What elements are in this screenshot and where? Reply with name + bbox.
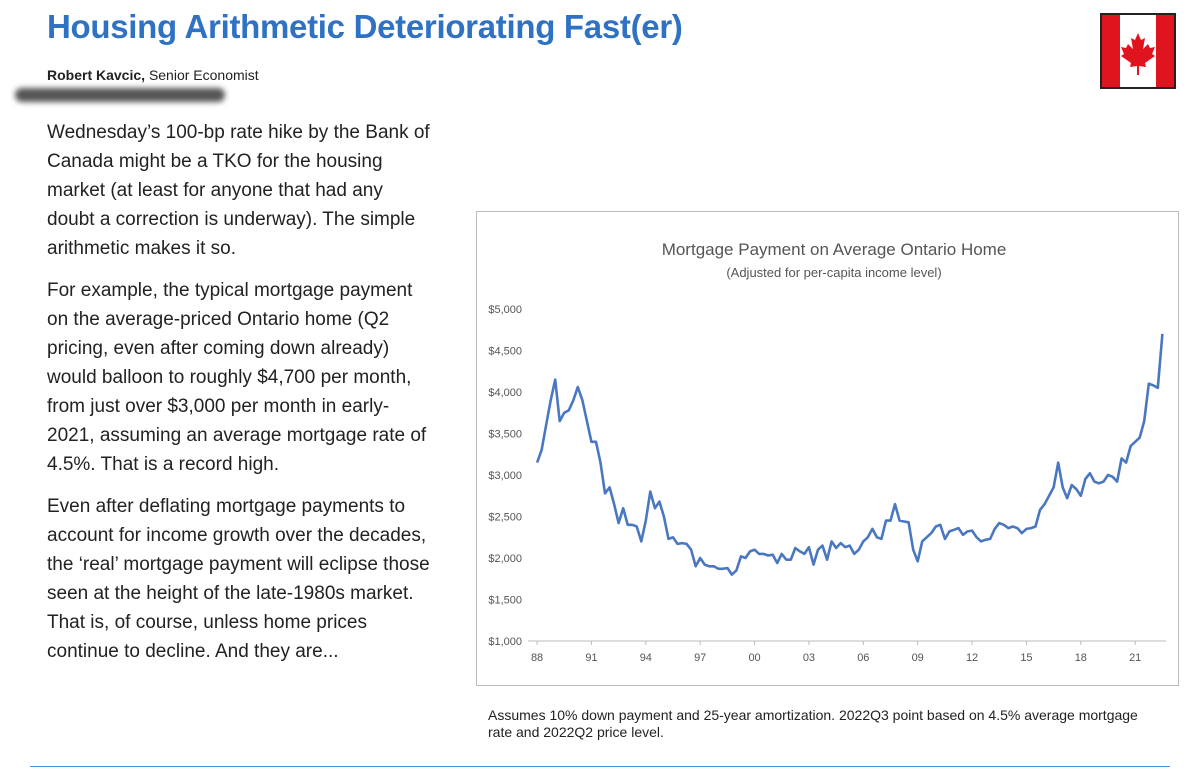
x-tick-label: 94 <box>640 652 652 664</box>
y-tick-label: $1,000 <box>488 636 522 648</box>
x-tick-label: 12 <box>966 652 978 664</box>
author: Robert Kavcic, <box>47 67 146 83</box>
y-tick-label: $4,500 <box>488 346 522 358</box>
x-tick-label: 06 <box>857 652 869 664</box>
x-tick-label: 91 <box>585 652 597 664</box>
redacted-email <box>15 88 225 102</box>
title: Housing Arithmetic Deteriorating Fast(er… <box>47 8 683 45</box>
x-tick-label: 09 <box>912 652 924 664</box>
x-tick-label: 88 <box>531 652 543 664</box>
y-tick-label: $5,000 <box>488 304 522 316</box>
role: Senior Economist <box>148 67 259 83</box>
x-tick-label: 03 <box>803 652 815 664</box>
y-tick-label: $2,000 <box>488 553 522 565</box>
body: Wednesday’s 100-bp rate hike by the Bank… <box>47 118 432 679</box>
chart: Mortgage Payment on Average Ontario Home… <box>476 211 1179 686</box>
x-tick-label: 00 <box>748 652 760 664</box>
divider <box>30 766 1170 767</box>
x-tick-label: 21 <box>1129 652 1141 664</box>
chart-frame <box>476 211 1179 686</box>
paragraph: Even after deflating mortgage payments t… <box>47 496 430 662</box>
x-tick-label: 15 <box>1020 652 1032 664</box>
line-series <box>535 333 1164 576</box>
x-tick-label: 18 <box>1075 652 1087 664</box>
x-tick-label: 97 <box>694 652 706 664</box>
y-tick-label: $1,500 <box>488 595 522 607</box>
y-tick-label: $2,500 <box>488 512 522 524</box>
chart-subtitle: (Adjusted for per-capita income level) <box>726 265 941 280</box>
footnote: Assumes 10% down payment and 25-year amo… <box>488 707 1138 740</box>
y-tick-label: $3,500 <box>488 429 522 441</box>
y-tick-label: $4,000 <box>488 387 522 399</box>
author-line: Robert Kavcic, Senior Economist <box>47 67 259 83</box>
canada-flag <box>1100 13 1176 89</box>
y-tick-label: $3,000 <box>488 470 522 482</box>
paragraph: For example, the typical mortgage paymen… <box>47 280 427 475</box>
chart-title: Mortgage Payment on Average Ontario Home <box>662 240 1007 259</box>
paragraph: Wednesday’s 100-bp rate hike by the Bank… <box>47 122 430 259</box>
